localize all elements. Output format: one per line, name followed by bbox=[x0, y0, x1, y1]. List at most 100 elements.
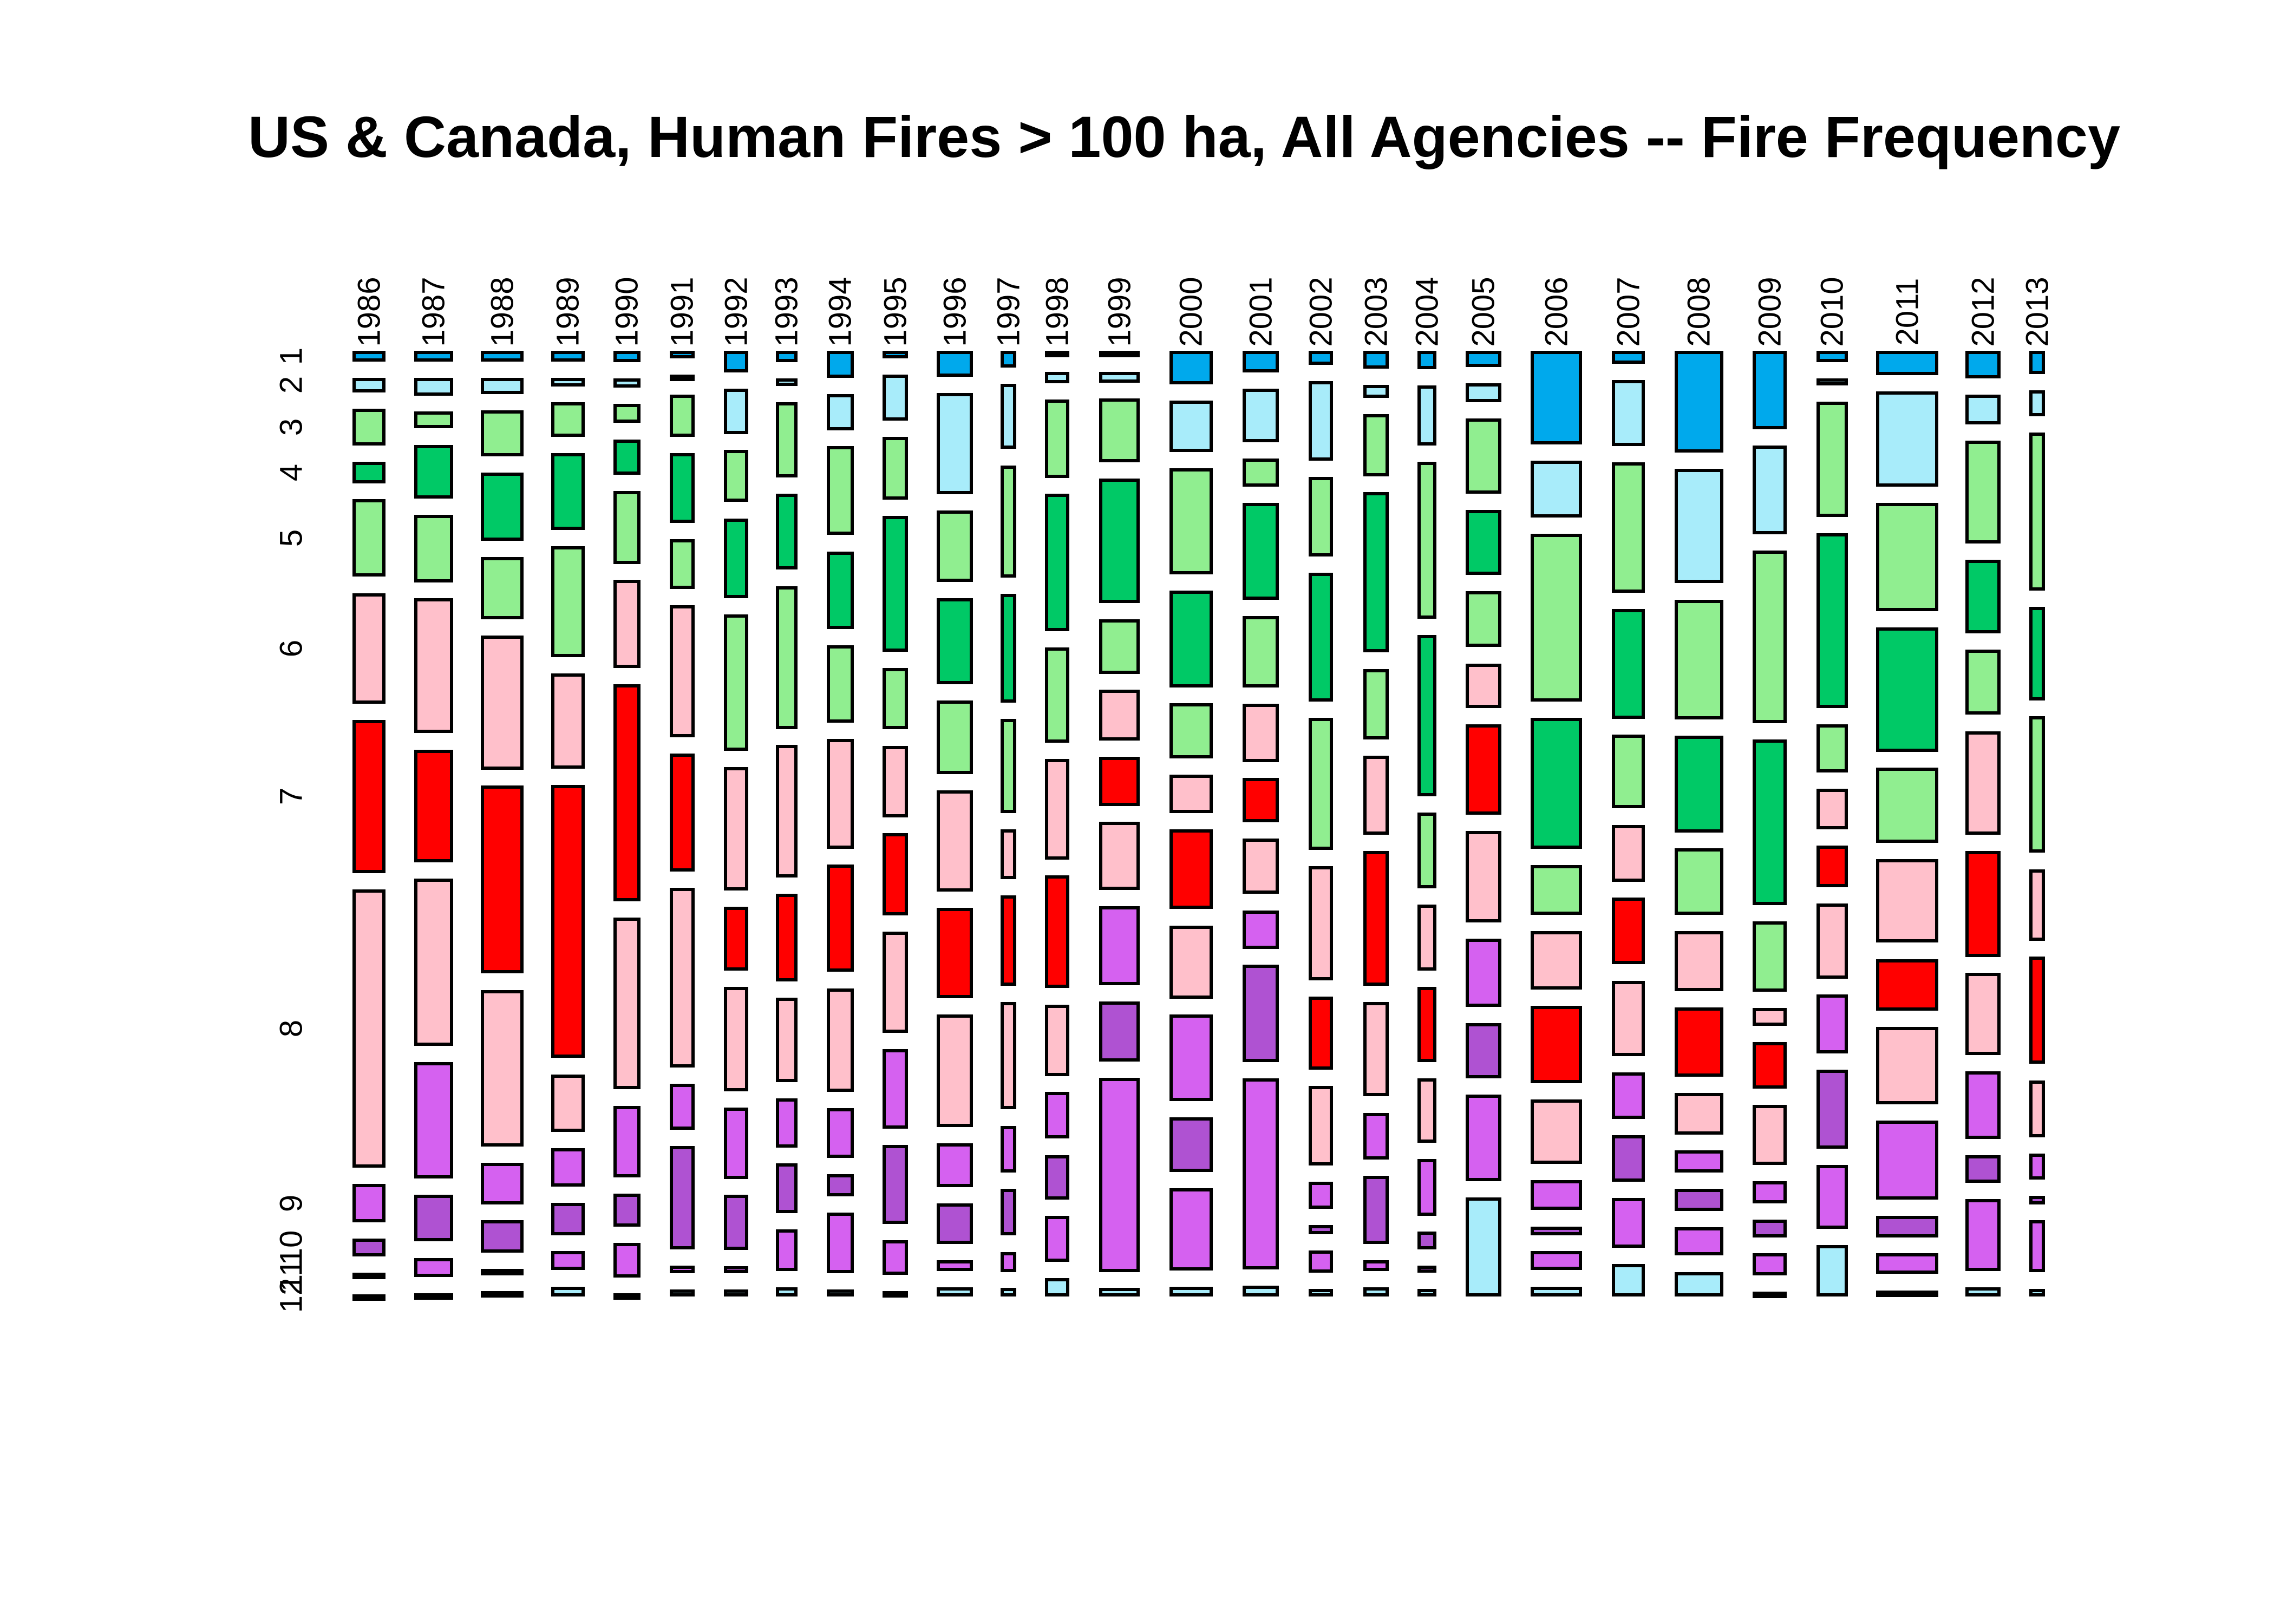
mosaic-cell bbox=[1417, 635, 1436, 796]
mosaic-cell bbox=[776, 998, 798, 1082]
mosaic-cell bbox=[827, 394, 854, 430]
mosaic-cell bbox=[1965, 351, 2001, 378]
mosaic-cell bbox=[1753, 1292, 1787, 1298]
mosaic-cell bbox=[414, 750, 453, 862]
mosaic-cell bbox=[1309, 351, 1333, 365]
mosaic-cell bbox=[1531, 1287, 1582, 1296]
mosaic-cell bbox=[551, 673, 585, 769]
mosaic-cell bbox=[1243, 1286, 1279, 1296]
year-label: 2011 bbox=[1890, 278, 1925, 346]
mosaic-cell bbox=[1753, 1105, 1787, 1165]
mosaic-cell bbox=[1099, 757, 1140, 806]
year-label: 2003 bbox=[1358, 277, 1394, 347]
mosaic-cell bbox=[1417, 385, 1436, 446]
mosaic-cell bbox=[1417, 1289, 1436, 1296]
mosaic-cell bbox=[1045, 1005, 1069, 1076]
mosaic-cell bbox=[1612, 898, 1645, 964]
mosaic-cell bbox=[1675, 351, 1723, 453]
year-label: 1995 bbox=[878, 277, 913, 347]
mosaic-cell bbox=[1417, 1159, 1436, 1216]
mosaic-cell bbox=[1876, 859, 1938, 942]
mosaic-cell bbox=[827, 1289, 854, 1296]
mosaic-cell bbox=[414, 879, 453, 1046]
mosaic-cell bbox=[827, 1108, 854, 1158]
mosaic-cell bbox=[670, 453, 695, 523]
mosaic-cell bbox=[1169, 1287, 1213, 1296]
mosaic-cell bbox=[1309, 1250, 1333, 1273]
mosaic-cell bbox=[551, 1287, 585, 1296]
mosaic-cell bbox=[1045, 372, 1069, 383]
chart-title: US & Canada, Human Fires > 100 ha, All A… bbox=[247, 104, 2121, 169]
mosaic-cell bbox=[2029, 1220, 2045, 1272]
mosaic-cell bbox=[1243, 704, 1279, 762]
mosaic-cell bbox=[1417, 351, 1436, 369]
mosaic-cell bbox=[613, 918, 641, 1089]
mosaic-cell bbox=[2029, 1081, 2045, 1137]
mosaic-cell bbox=[776, 494, 798, 569]
mosaic-cell bbox=[670, 1084, 695, 1130]
mosaic-cell bbox=[1001, 384, 1016, 449]
month-axis-label: 4 bbox=[273, 463, 309, 482]
mosaic-cell bbox=[1753, 446, 1787, 534]
mosaic-cell bbox=[352, 378, 385, 392]
mosaic-cell bbox=[670, 1289, 695, 1296]
mosaic-cell bbox=[776, 378, 798, 386]
month-axis-label: 3 bbox=[273, 418, 309, 436]
mosaic-cell bbox=[352, 1184, 385, 1222]
mosaic-cell bbox=[1099, 398, 1140, 462]
mosaic-cell bbox=[724, 450, 748, 502]
mosaic-cell bbox=[724, 1195, 748, 1250]
mosaic-cell bbox=[1099, 1078, 1140, 1272]
year-label: 1991 bbox=[664, 277, 700, 347]
mosaic-cell bbox=[827, 552, 854, 629]
mosaic-cell bbox=[1243, 503, 1279, 600]
mosaic-cell bbox=[1045, 1092, 1069, 1138]
mosaic-cell bbox=[551, 402, 585, 437]
mosaic-cell bbox=[1876, 768, 1938, 843]
year-label: 1996 bbox=[937, 277, 972, 347]
mosaic-cell bbox=[481, 1269, 524, 1275]
mosaic-cell bbox=[1531, 1099, 1582, 1164]
year-label: 1987 bbox=[416, 277, 452, 347]
mosaic-cell bbox=[613, 580, 641, 668]
month-axis-label: 5 bbox=[273, 529, 309, 547]
mosaic-cell bbox=[1169, 1014, 1213, 1101]
mosaic-cell bbox=[827, 446, 854, 535]
mosaic-cell bbox=[883, 516, 908, 652]
mosaic-cell bbox=[883, 668, 908, 729]
mosaic-cell bbox=[937, 1143, 973, 1187]
mosaic-cell bbox=[1363, 756, 1389, 835]
mosaic-cell bbox=[1001, 351, 1016, 368]
mosaic-cell bbox=[352, 409, 385, 446]
mosaic-cell bbox=[1417, 1078, 1436, 1143]
mosaic-cell bbox=[1309, 477, 1333, 556]
mosaic-cell bbox=[352, 351, 385, 362]
mosaic-cell bbox=[1363, 1260, 1389, 1271]
mosaic-cell bbox=[1753, 1042, 1787, 1089]
mosaic-cell bbox=[1816, 724, 1848, 772]
mosaic-cell bbox=[481, 378, 524, 394]
mosaic-cell bbox=[1816, 1070, 1848, 1149]
mosaic-cell bbox=[352, 720, 385, 873]
mosaic-cell bbox=[776, 586, 798, 729]
mosaic-cell bbox=[1363, 1002, 1389, 1096]
year-label: 2007 bbox=[1611, 277, 1646, 347]
mosaic-cell bbox=[1876, 1253, 1938, 1274]
mosaic-cell bbox=[670, 375, 695, 381]
mosaic-cell bbox=[1675, 736, 1723, 833]
mosaic-cell bbox=[1466, 1023, 1501, 1078]
mosaic-cell bbox=[1816, 1245, 1848, 1296]
mosaic-cell bbox=[352, 1294, 385, 1301]
mosaic-cell bbox=[937, 351, 973, 377]
mosaic-cell bbox=[613, 404, 641, 423]
mosaic-cell bbox=[1169, 926, 1213, 999]
mosaic-cell bbox=[613, 1243, 641, 1278]
mosaic-cell bbox=[1816, 402, 1848, 517]
mosaic-cell bbox=[1466, 1095, 1501, 1181]
mosaic-cell bbox=[1169, 703, 1213, 758]
mosaic-cell bbox=[2029, 390, 2045, 416]
month-axis-label: 7 bbox=[273, 787, 309, 806]
mosaic-cell bbox=[352, 1273, 385, 1279]
mosaic-cell bbox=[2029, 1154, 2045, 1180]
mosaic-cell bbox=[2029, 433, 2045, 591]
